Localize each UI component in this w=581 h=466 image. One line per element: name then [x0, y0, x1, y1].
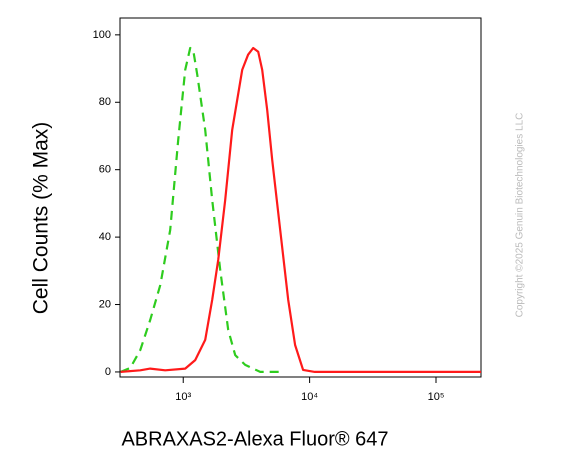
x-tick-label: 10⁴ [301, 391, 318, 403]
y-tick-label: 40 [99, 231, 111, 243]
series-line [120, 46, 481, 373]
x-axis-label: ABRAXAS2-Alexa Fluor® 647 [121, 428, 388, 450]
x-tick-label: 10⁵ [428, 391, 445, 403]
x-tick-label: 10³ [175, 391, 191, 403]
y-tick-label: 100 [93, 29, 111, 41]
series-line [120, 46, 281, 373]
plot-frame [119, 17, 482, 378]
y-tick-label: 20 [99, 298, 111, 310]
watermark: Copyright ©2025 Genuin Biotechnologies L… [515, 113, 526, 318]
y-tick-label: 80 [99, 96, 111, 108]
y-axis-label: Cell Counts (% Max) [30, 122, 53, 315]
y-tick-label: 60 [99, 164, 111, 176]
y-tick-label: 0 [105, 366, 111, 378]
